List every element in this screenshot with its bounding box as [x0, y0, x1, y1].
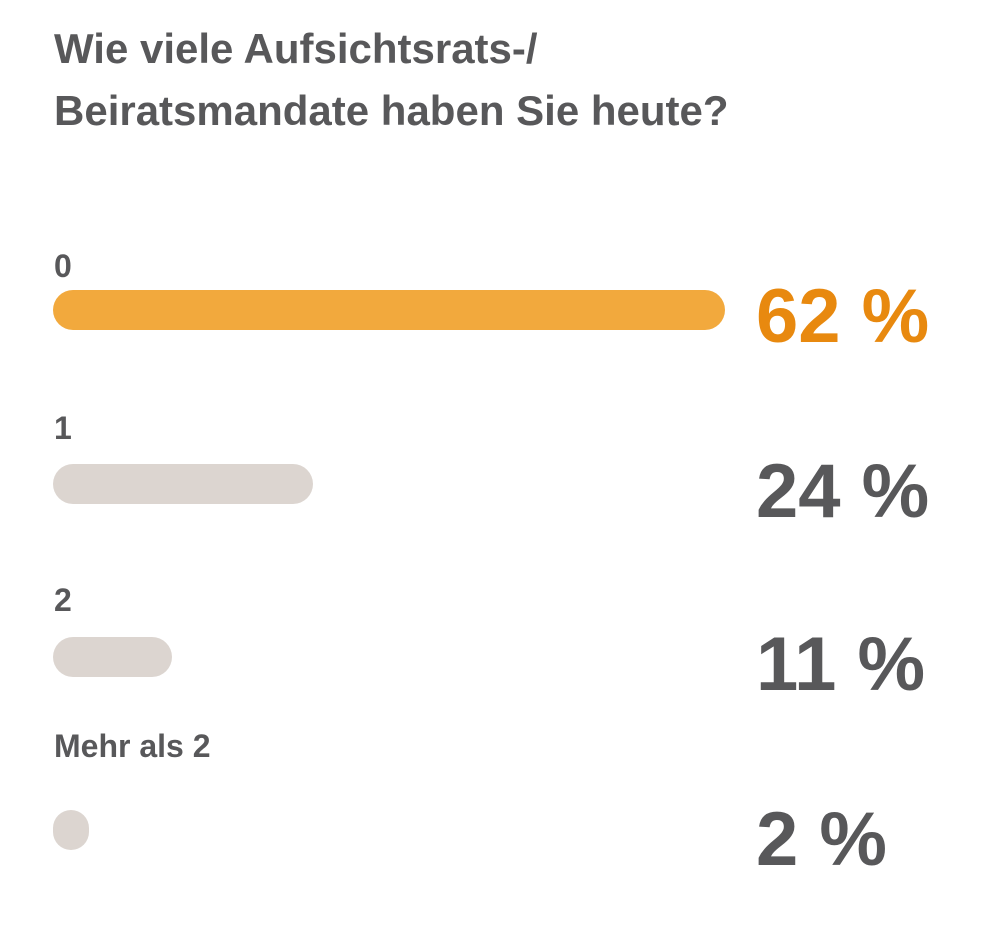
value-label: 62 % [756, 274, 930, 359]
title-line-2: Beiratsmandate haben Sie heute? [54, 87, 729, 134]
title-line-1: Wie viele Aufsichtsrats-/ [54, 25, 538, 72]
bar-row-0: 0 62 % [0, 248, 1000, 408]
bar [53, 637, 173, 677]
bar-row-3: Mehr als 2 2 % [0, 728, 1000, 888]
bar-row-2: 2 11 % [0, 582, 1000, 742]
value-label: 24 % [756, 449, 930, 534]
category-label: 0 [54, 248, 72, 284]
value-label: 2 % [756, 797, 887, 882]
category-label: 1 [54, 410, 72, 446]
bar [53, 810, 89, 850]
category-label: Mehr als 2 [54, 728, 211, 764]
chart-title: Wie viele Aufsichtsrats-/ Beiratsmandate… [54, 18, 729, 142]
category-label: 2 [54, 582, 72, 618]
bar [53, 290, 725, 330]
value-label: 11 % [756, 622, 926, 707]
bar-row-1: 1 24 % [0, 410, 1000, 570]
bar [53, 464, 314, 504]
